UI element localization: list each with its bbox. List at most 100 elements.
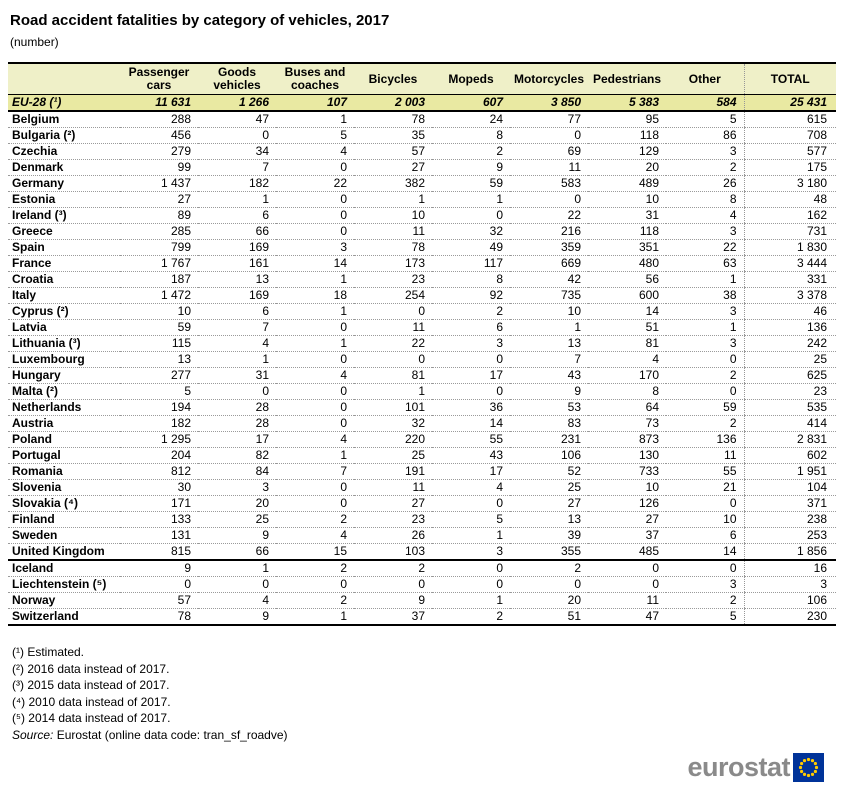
- value-cell: 5: [276, 127, 354, 144]
- value-cell: 1 472: [120, 287, 198, 304]
- value-cell: 7: [510, 351, 588, 368]
- value-cell: 35: [354, 127, 432, 144]
- value-cell: 56: [588, 271, 666, 288]
- value-cell: 216: [510, 223, 588, 240]
- value-cell: 2 003: [354, 94, 432, 112]
- value-cell: 3 850: [510, 94, 588, 112]
- value-cell: 13: [510, 335, 588, 352]
- value-cell: 2: [276, 511, 354, 528]
- value-cell: 1: [510, 319, 588, 336]
- value-cell: 0: [276, 191, 354, 208]
- value-cell: 5 383: [588, 94, 666, 112]
- value-cell: 37: [411, 609, 425, 623]
- value-cell: 1: [432, 191, 510, 208]
- value-cell: 0: [432, 351, 510, 368]
- total-cell: 16: [743, 560, 836, 577]
- row-label: Liechtenstein (⁵): [8, 576, 120, 593]
- value-cell: 25: [510, 479, 588, 496]
- value-cell: 26: [666, 175, 744, 192]
- value-cell: 27: [354, 159, 432, 176]
- value-cell: 1: [666, 319, 744, 336]
- value-cell: 2: [354, 560, 432, 577]
- table-row: Netherlands 194 28 0 101 36 53 64 59 535: [8, 399, 836, 416]
- value-cell: 6: [432, 319, 510, 336]
- value-cell: 480: [588, 255, 666, 272]
- value-cell: 812: [120, 463, 198, 480]
- total-cell: 2 831: [743, 431, 836, 448]
- value-cell: 11: [588, 592, 666, 609]
- header-cell-bicycles: Bicycles: [354, 63, 432, 95]
- value-cell: 20: [198, 495, 276, 512]
- table-row: Hungary 277 31 4 81 17 43 170 2 625: [8, 367, 836, 384]
- value-cell: 359: [510, 239, 588, 256]
- source-line: Source: Eurostat (online data code: tran…: [12, 727, 836, 744]
- value-cell: 11: [354, 479, 432, 496]
- value-cell: 8: [432, 271, 510, 288]
- table-row: France 1 767 161 14 173 117 669 480 63 3 444: [8, 255, 836, 272]
- value-cell: 26: [354, 527, 432, 544]
- value-cell: 23: [354, 271, 432, 288]
- row-label: Latvia: [8, 319, 120, 336]
- table-row: Iceland 9 1 2 2 0 2 0 0 16: [8, 560, 836, 577]
- value-cell: 57: [120, 592, 198, 609]
- value-cell: 89: [120, 207, 198, 224]
- header-cell-empty: [8, 63, 120, 95]
- value-cell: 0: [354, 351, 432, 368]
- value-cell: 1: [354, 191, 432, 208]
- row-label: Italy: [8, 287, 120, 304]
- value-cell: 23: [354, 511, 432, 528]
- table-row: Croatia 187 13 1 23 8 42 56 1 331: [8, 271, 836, 288]
- value-cell: 583: [510, 175, 588, 192]
- value-cell: 5: [120, 383, 198, 400]
- value-cell: 107: [276, 94, 354, 112]
- value-cell: 32: [354, 415, 432, 432]
- value-cell: 59: [120, 319, 198, 336]
- value-cell: 14: [432, 415, 510, 432]
- value-cell: 8: [666, 191, 744, 208]
- value-cell: 84: [198, 463, 276, 480]
- total-cell: 625: [743, 367, 836, 384]
- value-cell: 6: [198, 207, 276, 224]
- row-label: Poland: [8, 431, 120, 448]
- total-cell: 1 856: [743, 543, 836, 561]
- value-cell: 1: [432, 592, 510, 609]
- total-cell: 104: [743, 479, 836, 496]
- total-cell: 602: [743, 447, 836, 464]
- table-row: Sweden 131 9 4 26 1 39 37 6 253: [8, 527, 836, 544]
- table-row: Slovenia 30 3 0 11 4 25 10 21 104: [8, 479, 836, 496]
- value-cell: 0: [510, 127, 588, 144]
- value-cell: 799: [120, 239, 198, 256]
- table-row: Austria 182 28 0 32 14 83 73 2 414: [8, 415, 836, 432]
- total-cell: 23: [743, 383, 836, 400]
- value-cell: 11: [666, 447, 744, 464]
- value-cell: 22: [354, 335, 432, 352]
- value-cell: 0: [120, 576, 198, 593]
- value-cell: 64: [588, 399, 666, 416]
- value-cell: 194: [120, 399, 198, 416]
- source-text: Eurostat (online data code: tran_sf_road…: [56, 727, 288, 742]
- value-cell: 53: [510, 399, 588, 416]
- total-cell: 3: [743, 576, 836, 593]
- total-cell: 3 378: [743, 287, 836, 304]
- value-cell: 14: [276, 255, 354, 272]
- value-cell: 13: [120, 351, 198, 368]
- value-cell: 27: [588, 511, 666, 528]
- value-cell: 118: [588, 127, 666, 144]
- header-cell-passenger-cars: Passenger cars: [120, 63, 198, 95]
- value-cell: 485: [588, 543, 666, 561]
- value-cell: 0: [276, 479, 354, 496]
- value-cell: 21: [666, 479, 744, 496]
- value-cell: 59: [666, 399, 744, 416]
- value-cell: 22: [666, 239, 744, 256]
- total-cell: 577: [743, 143, 836, 160]
- value-cell: 2: [510, 560, 588, 577]
- value-cell: 0: [588, 576, 666, 593]
- value-cell: 126: [588, 495, 666, 512]
- value-cell: 59: [432, 175, 510, 192]
- value-cell: 14: [666, 543, 744, 561]
- table-row: Finland 133 25 2 23 5 13 27 10 238: [8, 511, 836, 528]
- total-cell: 708: [743, 127, 836, 144]
- value-cell: 285: [120, 223, 198, 240]
- table-row: Portugal 204 82 1 25 43 106 130 11 602: [8, 447, 836, 464]
- value-cell: 0: [432, 383, 510, 400]
